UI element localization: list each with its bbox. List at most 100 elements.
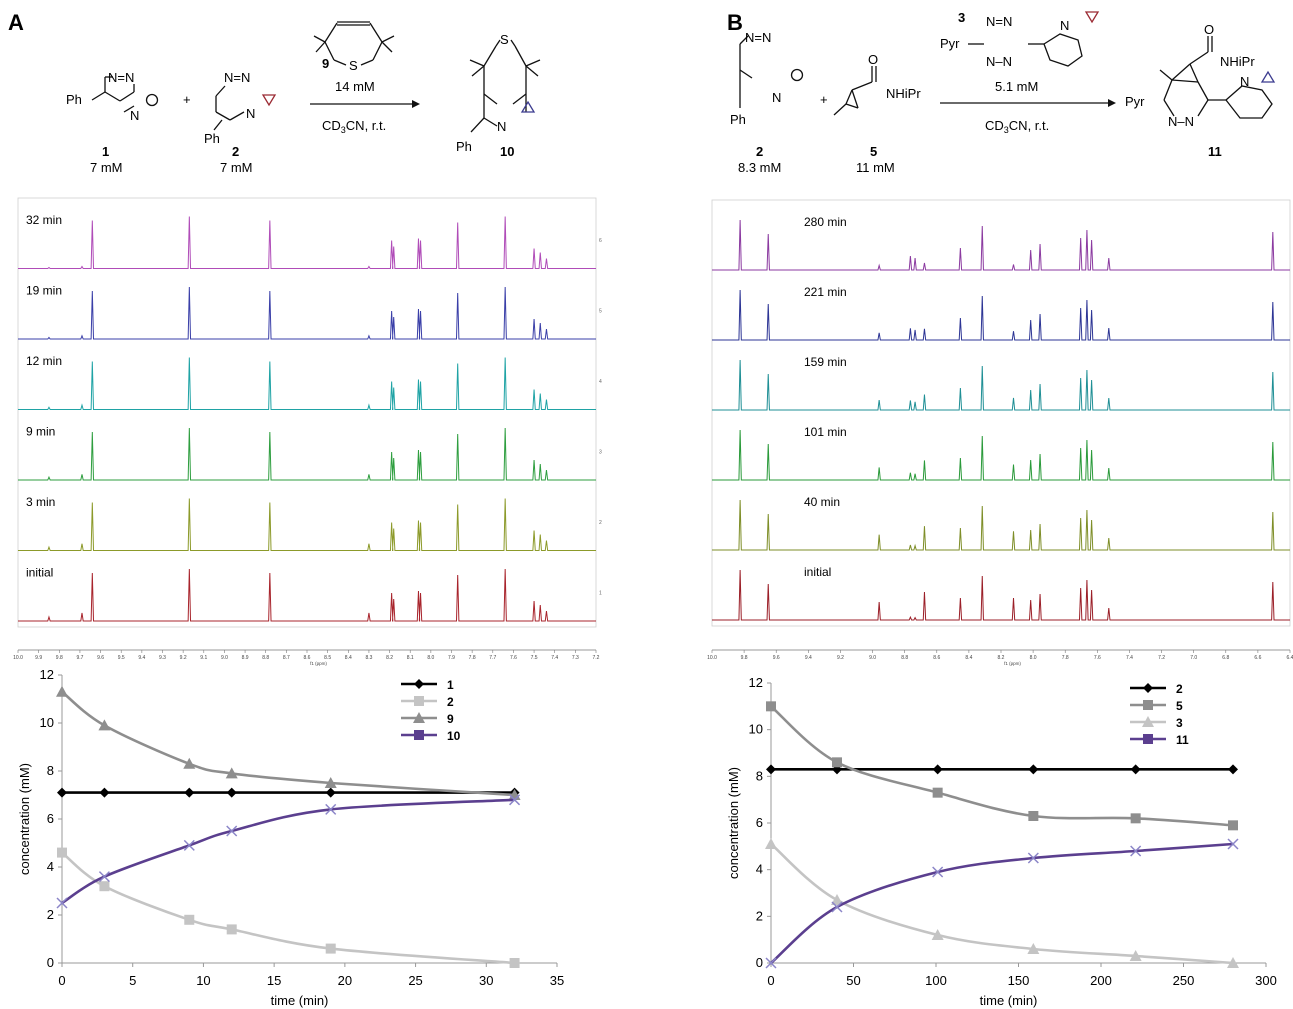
nmr-axis-tick-label: 7.4 [551, 655, 558, 661]
data-point-series-10 [509, 794, 521, 806]
data-point-series-2 [766, 764, 776, 775]
x-tick-label: 250 [1173, 973, 1195, 988]
nmr-side-tick: 2 [599, 520, 602, 526]
nmr-axis-tick-label: 8.7 [283, 655, 290, 661]
y-tick-label: 0 [47, 955, 54, 970]
nmr-trace [712, 289, 1290, 341]
compound-2-conc: 7 mM [220, 160, 253, 175]
marker-circle-2b [790, 68, 804, 82]
data-point-series-10 [56, 897, 68, 909]
data-point-series-11 [765, 957, 777, 969]
data-point-series-2 [226, 924, 237, 935]
data-point-series-3 [831, 894, 843, 905]
data-point-series-1 [99, 787, 110, 798]
data-point-series-9 [98, 719, 111, 731]
reaction-arrow-head-a [412, 100, 420, 108]
scheme-b: B N=N N Ph 2 8.3 mM + O NHiPr 5 11 mM [727, 10, 1276, 175]
compound-3-pyr-n: N [1060, 18, 1069, 33]
x-tick-label: 150 [1008, 973, 1030, 988]
data-point-series-1 [325, 787, 336, 798]
nmr-axis-tick-label: 7.6 [510, 655, 517, 661]
data-point-series-3 [765, 838, 777, 849]
x-tick-label: 5 [129, 973, 136, 988]
compound-10-ph: Ph [456, 139, 472, 154]
nmr-axis-tick-label: 9.4 [805, 655, 812, 661]
legend-marker [1143, 700, 1153, 710]
nmr-trace-label: 101 min [804, 425, 847, 439]
nmr-trace-label: 19 min [26, 284, 62, 298]
legend-label: 3 [1176, 716, 1183, 730]
nmr-axis-tick-label: 8.1 [407, 655, 414, 661]
nmr-trace-label: 32 min [26, 213, 62, 227]
plus-sign-b: + [820, 92, 828, 107]
nmr-axis-tick-label: 8.8 [901, 655, 908, 661]
y-tick-label: 6 [47, 811, 54, 826]
data-point-series-5 [1130, 813, 1141, 824]
data-point-series-11 [831, 901, 843, 913]
nmr-axis-tick-label: 9.9 [35, 655, 42, 661]
nmr-axis-tick-label: 6.6 [1254, 655, 1261, 661]
compound-5-number: 5 [870, 144, 877, 159]
data-point-series-2 [325, 943, 336, 954]
nmr-stack-a: 32 min 6 19 min 5 12 min 4 9 min 3 3 min 2 initial… [13, 197, 602, 666]
compound-2b-structure [739, 35, 753, 108]
marker-down-triangle-2 [261, 94, 277, 107]
nmr-trace [712, 219, 1290, 271]
nmr-axis-tick-label: 8.9 [242, 655, 249, 661]
nmr-axis-tick-label: 9.7 [76, 655, 83, 661]
data-point-series-11 [1227, 838, 1239, 850]
compound-2-ph: Ph [204, 131, 220, 146]
compound-2b-n: N=N [745, 30, 771, 45]
data-point-series-5 [932, 787, 943, 798]
conditions-a: CD3CN, r.t. [322, 118, 386, 135]
y-tick-label: 10 [40, 715, 54, 730]
reaction-arrow-head-b [1108, 99, 1116, 107]
series-line-3 [770, 843, 1234, 965]
nmr-frame [17, 197, 597, 628]
nmr-trace-label: 280 min [804, 215, 847, 229]
nmr-trace-label: initial [804, 565, 831, 579]
x-tick-label: 100 [925, 973, 947, 988]
nmr-trace-label: initial [26, 566, 53, 580]
data-point-series-10 [325, 803, 337, 815]
compound-9-conc: 14 mM [335, 79, 375, 94]
y-tick-label: 8 [756, 768, 763, 783]
data-point-series-2 [509, 958, 520, 968]
nmr-axis-tick-label: 8.5 [324, 655, 331, 661]
data-point-series-1 [226, 787, 237, 798]
data-point-series-9 [324, 777, 337, 788]
nmr-axis-tick-label: 8.6 [933, 655, 940, 661]
nmr-axis-tick-label: 9.3 [159, 655, 166, 661]
data-point-series-10 [183, 839, 195, 851]
y-tick-label: 2 [756, 908, 763, 923]
marker-up-triangle-11 [1260, 70, 1276, 83]
compound-10-s: S [500, 32, 509, 47]
nmr-frame [711, 199, 1291, 627]
compound-2-structure [213, 85, 245, 131]
panel-letter-a: A [8, 10, 24, 35]
nmr-side-tick: 4 [599, 379, 602, 385]
kinetics-plot-b: 0 2 4 6 8 10 12 0 50 100 150 200 250 300 time (min) con… [726, 675, 1277, 1008]
nmr-axis-tick-label: 7.0 [1190, 655, 1197, 661]
compound-11-structure [1159, 36, 1273, 119]
compound-3-number: 3 [958, 10, 965, 25]
compound-5-conc: 11 mM [856, 160, 895, 175]
compound-5-amide: NHiPr [886, 86, 921, 101]
conditions-b: CD3CN, r.t. [985, 118, 1049, 135]
nmr-axis-label: f1 (ppm) [310, 661, 327, 666]
x-tick-label: 15 [267, 973, 281, 988]
nmr-axis-tick-label: 7.5 [531, 655, 538, 661]
compound-11-amide: NHiPr [1220, 54, 1255, 69]
data-point-series-3 [1027, 943, 1040, 954]
nmr-axis-tick-label: 9.1 [200, 655, 207, 661]
data-point-series-5 [1028, 811, 1039, 821]
legend-label: 5 [1176, 699, 1183, 713]
nmr-axis-tick-label: 8.4 [345, 655, 352, 661]
y-tick-label: 4 [47, 859, 54, 874]
compound-3-pyr: Pyr [940, 36, 960, 51]
compound-1-ph: Ph [66, 92, 82, 107]
nmr-axis-tick-label: 9.0 [221, 655, 228, 661]
x-tick-label: 0 [767, 973, 774, 988]
